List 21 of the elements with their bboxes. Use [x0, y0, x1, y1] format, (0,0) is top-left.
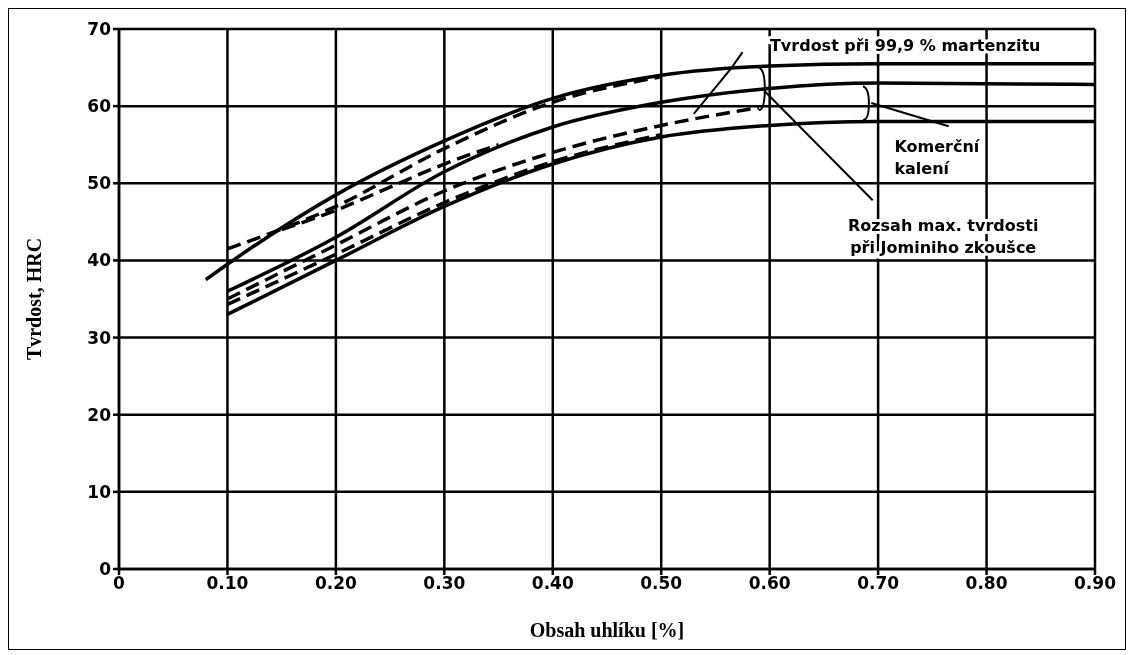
x-tick-label: 0.20: [314, 573, 358, 594]
x-tick-label: 0.80: [965, 573, 1008, 594]
x-tick-label: 0.30: [423, 573, 466, 594]
y-axis-title: Tvrdost, HRC: [23, 237, 46, 361]
y-tick-label: 70: [87, 19, 112, 40]
y-tick-label: 40: [87, 250, 112, 271]
y-tick-label: 50: [87, 173, 112, 194]
y-tick-label: 0: [99, 559, 112, 580]
x-tick-label: 0: [113, 573, 126, 594]
annotation: Komerční kalení: [894, 137, 981, 179]
y-tick-label: 10: [87, 481, 112, 502]
x-tick-label: 0.40: [531, 573, 574, 594]
y-tick-label: 30: [87, 327, 112, 348]
x-tick-label: 0.10: [206, 573, 249, 594]
y-tick-label: 20: [87, 404, 112, 425]
x-tick-label: 0.60: [748, 573, 791, 594]
x-tick-label: 0.70: [857, 573, 900, 594]
y-tick-label: 60: [87, 96, 112, 117]
x-tick-label: 0.50: [640, 573, 683, 594]
x-tick-label: 0.90: [1074, 573, 1117, 594]
x-axis-title: Obsah uhlíku [%]: [529, 619, 685, 641]
